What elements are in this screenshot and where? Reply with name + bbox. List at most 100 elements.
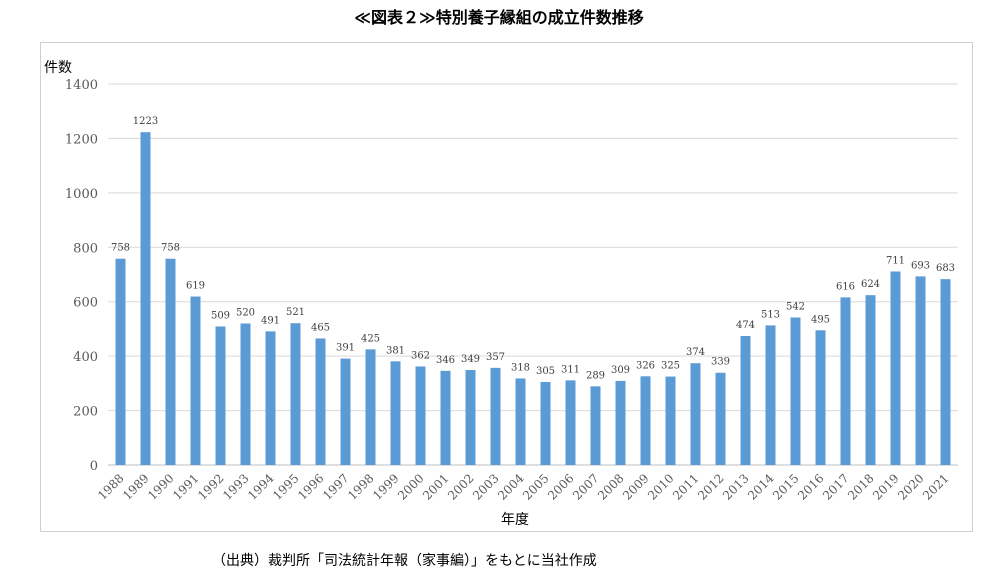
y-tick-label: 200 [73, 405, 98, 420]
x-tick-label: 1999 [370, 471, 401, 502]
data-label: 425 [361, 333, 380, 344]
chart-title: ≪図表２≫特別養子縁組の成立件数推移 [354, 8, 644, 27]
data-label: 349 [461, 354, 480, 365]
bar-2006 [565, 380, 576, 465]
bar-2015 [790, 317, 801, 465]
bar-2017 [840, 297, 851, 465]
bar-2014 [765, 325, 776, 465]
data-label: 542 [786, 301, 805, 312]
bar-2003 [490, 367, 501, 465]
data-label: 305 [536, 366, 555, 377]
data-label: 683 [936, 263, 955, 274]
x-axis-label: 年度 [501, 512, 529, 528]
x-tick-label: 1998 [345, 471, 376, 502]
x-tick-label: 1993 [220, 471, 251, 502]
data-label: 520 [236, 307, 255, 318]
data-label: 758 [161, 243, 180, 254]
x-tick-label: 1992 [195, 471, 226, 502]
data-label: 309 [611, 365, 630, 376]
x-tick-label: 2004 [495, 471, 527, 503]
data-label: 491 [261, 315, 280, 326]
bar-1993 [240, 323, 251, 465]
y-tick-label: 800 [73, 241, 98, 256]
y-axis-label: 件数 [44, 60, 72, 76]
bar-1991 [190, 296, 201, 465]
x-tick-label: 2009 [620, 471, 651, 502]
bar-1995 [290, 323, 301, 465]
x-tick-label: 2000 [395, 471, 426, 502]
x-tick-label: 2005 [520, 471, 551, 502]
x-tick-label: 2003 [470, 471, 501, 502]
data-label: 619 [186, 281, 205, 292]
bar-2018 [865, 295, 876, 465]
y-tick-label: 1400 [65, 78, 98, 93]
data-label: 339 [711, 357, 730, 368]
gridlines [108, 83, 958, 466]
data-label: 362 [411, 350, 430, 361]
source-note: （出典）裁判所「司法統計年報（家事編）」をもとに当社作成 [212, 553, 597, 569]
bar-2002 [465, 370, 476, 465]
x-tick-label: 2008 [595, 471, 626, 502]
x-axis-ticks: 1988198919901991199219931994199519961997… [95, 471, 951, 503]
data-label: 509 [211, 310, 230, 321]
data-label: 521 [286, 307, 305, 318]
data-label: 325 [661, 361, 680, 372]
bar-2021 [940, 279, 951, 465]
x-tick-label: 2016 [795, 471, 826, 502]
bar-1997 [340, 358, 351, 465]
bar-1990 [165, 258, 176, 465]
bar-1992 [215, 326, 226, 465]
data-label: 357 [486, 352, 505, 363]
bar-2012 [715, 372, 726, 465]
data-label: 513 [761, 309, 780, 320]
data-label: 346 [436, 355, 455, 366]
data-label: 495 [811, 314, 830, 325]
x-tick-label: 1996 [295, 471, 326, 502]
bar-2013 [740, 336, 751, 465]
data-label: 289 [586, 370, 605, 381]
data-label: 381 [386, 345, 405, 356]
bar-1989 [140, 132, 151, 465]
x-tick-label: 1994 [245, 471, 277, 503]
x-tick-label: 2001 [420, 471, 451, 502]
data-label: 374 [686, 347, 705, 358]
x-tick-label: 2012 [695, 471, 726, 502]
data-labels: 758 1223 758 619 509 520 491 521 465 391 425 381 362… [111, 116, 955, 381]
bar-1994 [265, 331, 276, 465]
bar-2005 [540, 381, 551, 465]
x-tick-label: 2007 [570, 471, 601, 502]
bar-1996 [315, 338, 326, 465]
data-label: 318 [511, 362, 530, 373]
x-tick-label: 2017 [820, 471, 851, 502]
y-tick-label: 600 [73, 296, 98, 311]
x-tick-label: 2021 [920, 471, 951, 502]
bars [115, 132, 951, 465]
x-tick-label: 2006 [545, 471, 576, 502]
bar-2000 [415, 366, 426, 465]
data-label: 474 [736, 320, 755, 331]
data-label: 326 [636, 360, 655, 371]
x-tick-label: 2013 [720, 471, 751, 502]
data-label: 693 [911, 260, 930, 271]
chart-frame [40, 42, 973, 532]
bar-2010 [665, 376, 676, 465]
bar-1998 [365, 349, 376, 465]
x-tick-label: 2002 [445, 471, 476, 502]
x-tick-label: 1989 [120, 471, 151, 502]
x-tick-label: 2010 [645, 471, 676, 502]
x-tick-label: 1991 [170, 471, 201, 502]
bar-2019 [890, 271, 901, 465]
y-tick-label: 1200 [65, 132, 98, 147]
x-tick-label: 2015 [770, 471, 801, 502]
bar-2008 [615, 380, 626, 465]
data-label: 1223 [133, 116, 158, 127]
bar-2020 [915, 276, 926, 465]
bar-2009 [640, 376, 651, 465]
data-label: 616 [836, 281, 855, 292]
data-label: 465 [311, 322, 330, 333]
bar-2001 [440, 370, 451, 465]
data-label: 711 [886, 256, 905, 267]
x-tick-label: 1990 [145, 471, 176, 502]
x-tick-label: 2019 [870, 471, 901, 502]
